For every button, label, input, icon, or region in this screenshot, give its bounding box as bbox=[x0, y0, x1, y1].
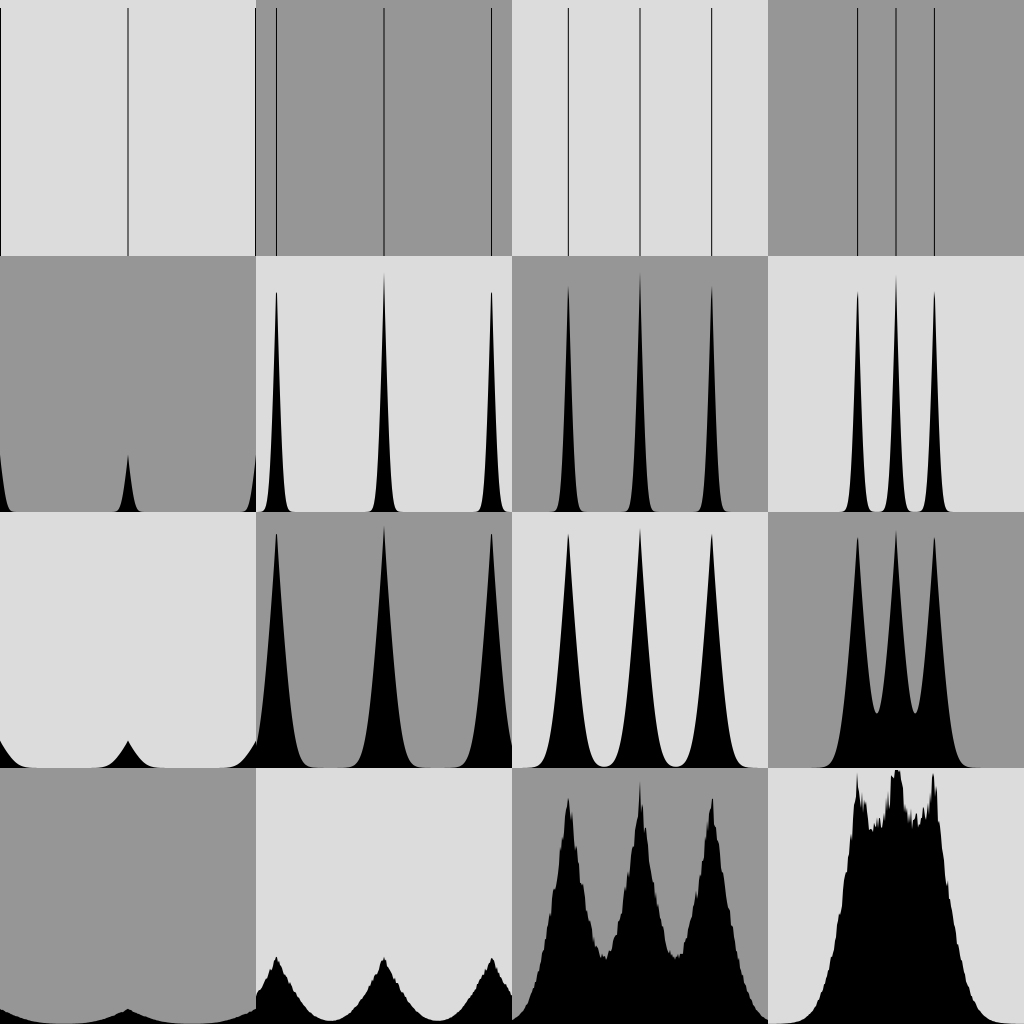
histogram-svg bbox=[857, 8, 935, 256]
histogram-panel-r0-c2 bbox=[512, 0, 768, 256]
histogram-svg bbox=[0, 740, 256, 768]
histogram-svg bbox=[256, 272, 512, 512]
histogram-area bbox=[256, 956, 512, 1024]
histogram-panel-r0-c0 bbox=[0, 0, 256, 256]
histogram-svg bbox=[768, 529, 1024, 768]
histogram-svg bbox=[512, 272, 768, 512]
histogram-svg bbox=[567, 8, 713, 256]
histogram-svg bbox=[512, 781, 768, 1024]
histogram-panel-r3-c3 bbox=[768, 768, 1024, 1024]
histogram-area bbox=[0, 1008, 256, 1024]
histogram-area bbox=[512, 272, 768, 512]
histogram-panel-r0-c3 bbox=[768, 0, 1024, 256]
histogram-svg bbox=[768, 770, 1024, 1024]
histogram-svg bbox=[512, 528, 768, 768]
histogram-area bbox=[512, 528, 768, 768]
histogram-svg bbox=[768, 274, 1024, 512]
histogram-svg bbox=[275, 8, 493, 256]
histogram-svg bbox=[0, 1008, 256, 1024]
histogram-panel-r3-c2 bbox=[512, 768, 768, 1024]
histogram-area bbox=[0, 740, 256, 768]
histogram-svg bbox=[256, 956, 512, 1024]
histogram-area bbox=[768, 529, 1024, 768]
histogram-panel-r1-c0 bbox=[0, 256, 256, 512]
histogram-area bbox=[256, 272, 512, 512]
histogram-panel-r3-c1 bbox=[256, 768, 512, 1024]
histogram-panel-r1-c2 bbox=[512, 256, 768, 512]
histogram-panel-r3-c0 bbox=[0, 768, 256, 1024]
histogram-panel-r2-c2 bbox=[512, 512, 768, 768]
histogram-svg bbox=[0, 8, 256, 256]
histogram-panel-r2-c1 bbox=[256, 512, 512, 768]
histogram-area bbox=[256, 525, 512, 768]
histogram-panel-r2-c3 bbox=[768, 512, 1024, 768]
histogram-area bbox=[768, 770, 1024, 1024]
histogram-svg bbox=[256, 525, 512, 768]
histogram-area bbox=[0, 454, 256, 512]
histogram-panel-r2-c0 bbox=[0, 512, 256, 768]
histogram-panel-r0-c1 bbox=[256, 0, 512, 256]
histogram-panel-r1-c1 bbox=[256, 256, 512, 512]
histogram-svg bbox=[0, 454, 256, 512]
histogram-area bbox=[512, 781, 768, 1024]
histogram-panel-r1-c3 bbox=[768, 256, 1024, 512]
histogram-area bbox=[768, 274, 1024, 512]
